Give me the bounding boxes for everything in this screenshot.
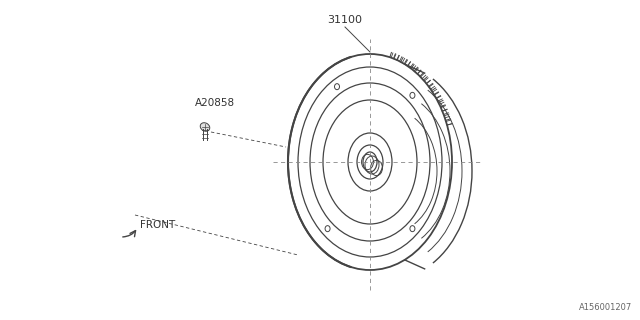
- Ellipse shape: [200, 123, 210, 131]
- Text: A156001207: A156001207: [579, 303, 632, 312]
- Text: 31100: 31100: [328, 15, 362, 25]
- Text: A20858: A20858: [195, 98, 235, 108]
- Text: FRONT: FRONT: [140, 220, 175, 230]
